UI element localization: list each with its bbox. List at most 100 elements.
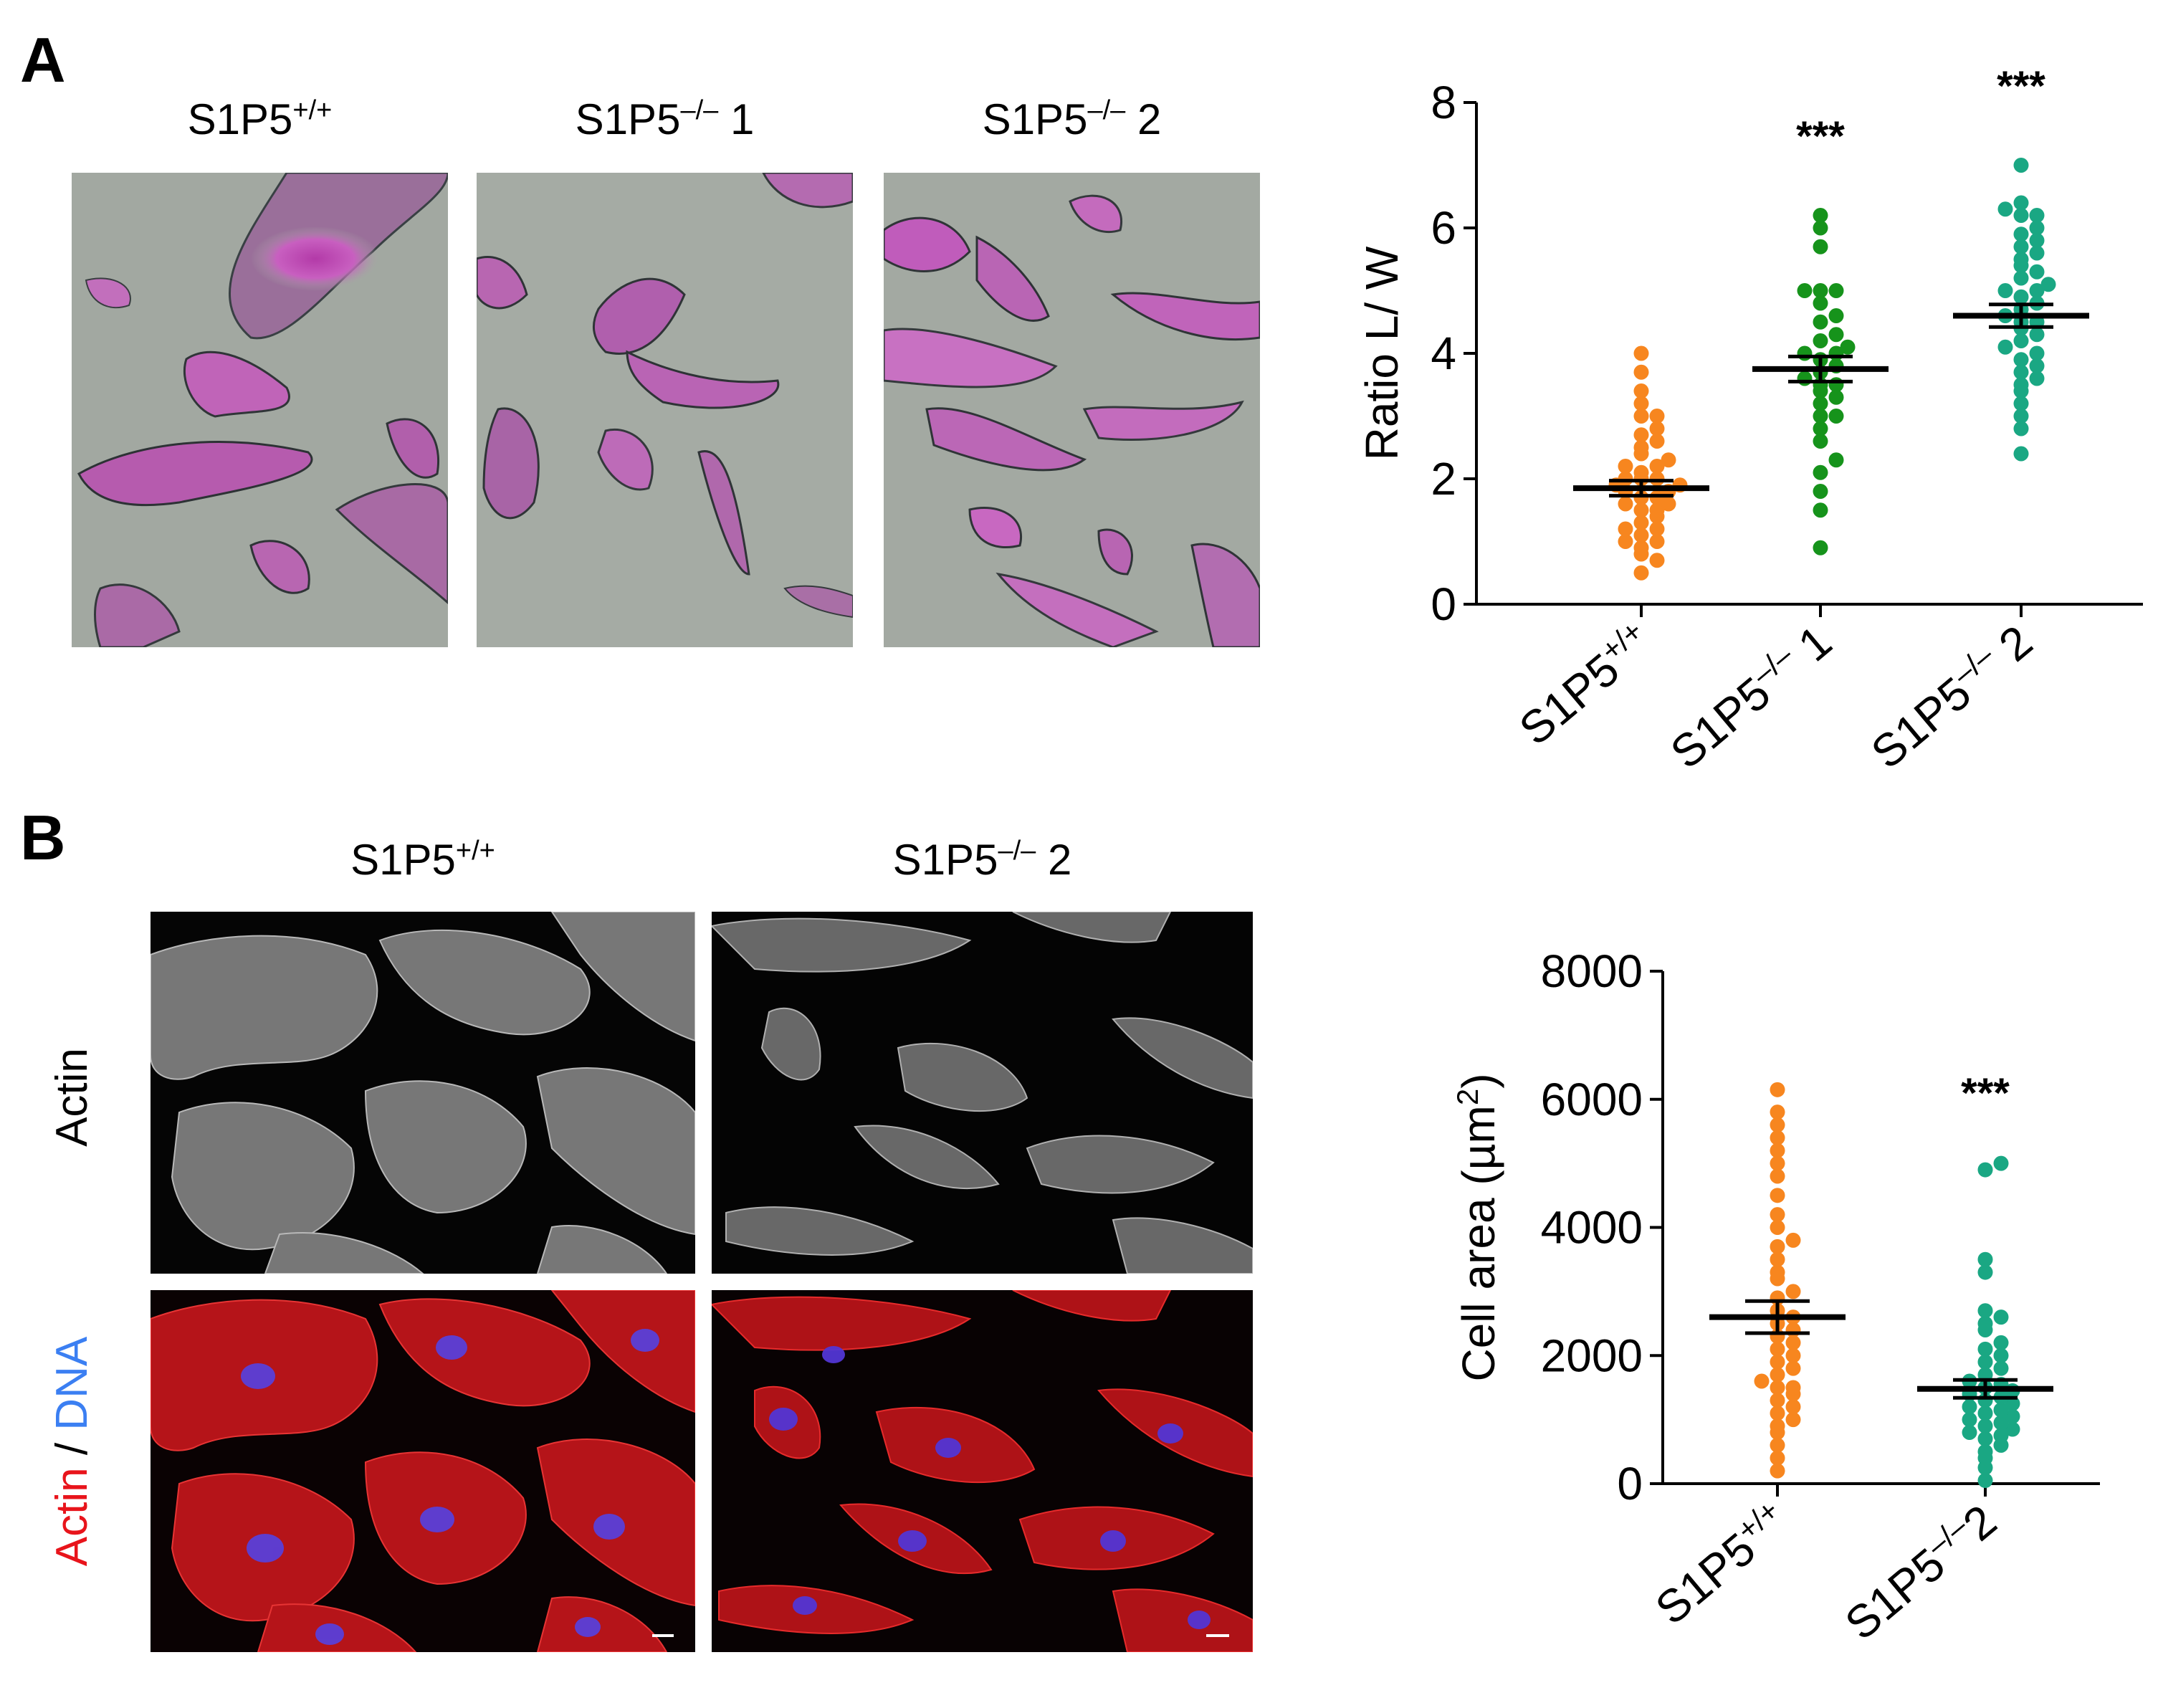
data-point	[1618, 471, 1633, 487]
y-tick-label: 0	[1617, 1458, 1643, 1509]
data-point	[1828, 308, 1844, 323]
data-point	[1813, 239, 1828, 254]
data-point	[1993, 1347, 2009, 1363]
data-point	[1962, 1425, 1977, 1440]
data-point	[2013, 377, 2029, 393]
data-point	[1785, 1412, 1801, 1428]
data-point	[1770, 1418, 1785, 1434]
micrograph-ko1-phase	[477, 173, 853, 647]
data-point	[1649, 553, 1665, 568]
panel-a-title-1: S1P5+/+	[187, 95, 333, 143]
data-point	[1770, 1142, 1785, 1158]
panel-b-title-2: S1P5–/– 2	[892, 836, 1072, 884]
y-tick-label: 2000	[1541, 1330, 1643, 1381]
data-point	[1977, 1444, 1993, 1459]
data-point	[2029, 327, 2045, 343]
data-point	[1649, 471, 1665, 487]
data-point	[1649, 459, 1665, 474]
data-point	[1797, 371, 1813, 386]
data-point	[1813, 464, 1828, 480]
data-point	[1962, 1412, 1977, 1428]
data-point	[1977, 1431, 1993, 1446]
data-point	[1649, 409, 1665, 424]
data-point	[1785, 1232, 1801, 1248]
data-point	[1785, 1360, 1801, 1376]
data-point	[2013, 270, 2029, 286]
data-point	[1797, 283, 1813, 298]
data-point	[1770, 1168, 1785, 1184]
data-point	[1633, 515, 1649, 530]
data-point	[2013, 352, 2029, 368]
data-point	[2029, 233, 2045, 248]
data-point	[1770, 1207, 1785, 1223]
y-axis-label: Cell area (µm2)	[1451, 1073, 1505, 1381]
data-point	[1754, 1373, 1770, 1389]
data-point	[1770, 1354, 1785, 1370]
y-axis-label: Ratio L/ W	[1356, 246, 1408, 460]
data-point	[1962, 1399, 1977, 1415]
data-point	[1977, 1473, 1993, 1489]
data-point	[1797, 345, 1813, 361]
data-point	[2029, 371, 2045, 386]
data-point	[2029, 245, 2045, 261]
data-point	[1828, 377, 1844, 393]
data-point	[2005, 1421, 2020, 1437]
data-point	[1770, 1450, 1785, 1466]
data-point	[1813, 314, 1828, 330]
data-point	[1997, 339, 2013, 355]
y-tick-label: 0	[1431, 578, 1456, 630]
data-point	[1977, 1418, 1993, 1434]
data-point	[1813, 208, 1828, 223]
x-tick-label: S1P5–/– 2	[1860, 614, 2042, 778]
x-tick-label: S1P5+/+	[1508, 614, 1662, 755]
data-point	[1649, 421, 1665, 436]
data-point	[1813, 333, 1828, 348]
data-point	[1785, 1335, 1801, 1350]
data-point	[1977, 1303, 1993, 1319]
data-point	[1618, 534, 1633, 549]
data-point	[2005, 1395, 2020, 1411]
data-point	[1977, 1264, 1993, 1280]
data-point	[2013, 289, 2029, 305]
data-point	[1661, 496, 1676, 512]
data-point	[1770, 1393, 1785, 1408]
data-point	[2029, 358, 2045, 373]
data-point	[1770, 1082, 1785, 1097]
panel-a-letter: A	[20, 24, 66, 95]
data-point	[1770, 1188, 1785, 1203]
data-point	[1977, 1162, 1993, 1178]
data-point	[1770, 1406, 1785, 1421]
micrograph-wt-actin	[151, 912, 695, 1274]
data-point	[1770, 1117, 1785, 1132]
data-point	[1770, 1367, 1785, 1383]
data-point	[1993, 1360, 2009, 1376]
data-point	[2005, 1408, 2020, 1424]
data-point	[1633, 502, 1649, 518]
data-point	[2013, 446, 2029, 462]
data-point	[1785, 1347, 1801, 1363]
data-point	[2013, 333, 2029, 348]
data-point	[2029, 208, 2045, 223]
data-point	[1813, 502, 1828, 518]
data-point	[2029, 264, 2045, 280]
data-point	[1813, 283, 1828, 298]
data-point	[1828, 452, 1844, 468]
panel-b-title-1: S1P5+/+	[350, 836, 495, 884]
data-point	[1661, 452, 1676, 468]
data-point	[1770, 1437, 1785, 1453]
data-point	[1770, 1105, 1785, 1120]
significance-stars: ***	[1796, 113, 1845, 160]
y-tick-label: 2	[1431, 453, 1456, 505]
panel-b-letter: B	[20, 802, 66, 873]
data-point	[1633, 565, 1649, 581]
x-tick-label: S1P5–/– 1	[1659, 614, 1841, 778]
data-point	[1813, 220, 1828, 236]
y-tick-label: 8	[1431, 77, 1456, 128]
data-point	[1993, 1335, 2009, 1350]
x-tick-label: S1P5+/+	[1644, 1493, 1798, 1635]
data-point	[1770, 1380, 1785, 1395]
panel-a-title-3: S1P5–/– 2	[982, 95, 1162, 143]
data-point	[1770, 1463, 1785, 1479]
micrograph-ko2-actin-dna	[712, 1290, 1253, 1652]
data-point	[1633, 528, 1649, 543]
